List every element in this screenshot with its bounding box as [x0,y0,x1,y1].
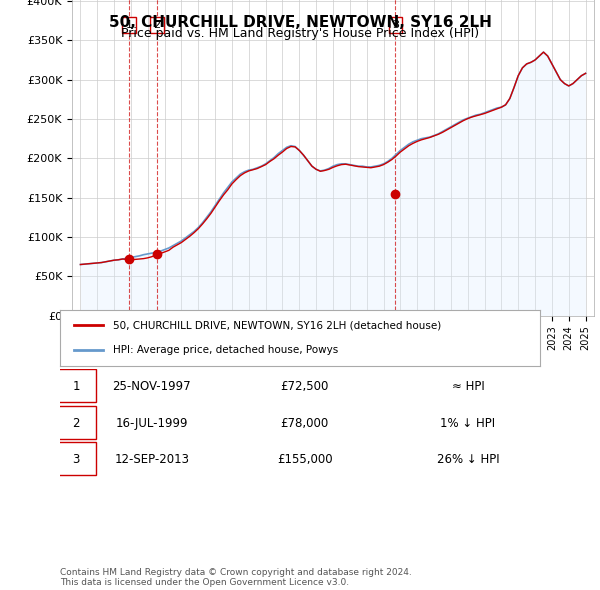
Text: £72,500: £72,500 [281,381,329,394]
FancyBboxPatch shape [58,369,96,402]
FancyBboxPatch shape [58,406,96,438]
Text: £155,000: £155,000 [277,453,332,466]
Text: 12-SEP-2013: 12-SEP-2013 [115,453,190,466]
Text: 50, CHURCHILL DRIVE, NEWTOWN, SY16 2LH (detached house): 50, CHURCHILL DRIVE, NEWTOWN, SY16 2LH (… [113,320,441,330]
Text: 1: 1 [126,20,133,30]
Text: Price paid vs. HM Land Registry's House Price Index (HPI): Price paid vs. HM Land Registry's House … [121,27,479,40]
Text: 26% ↓ HPI: 26% ↓ HPI [437,453,499,466]
Text: 3: 3 [392,20,399,30]
FancyBboxPatch shape [58,442,96,475]
Text: ≈ HPI: ≈ HPI [452,381,484,394]
Text: 3: 3 [73,453,80,466]
Text: 25-NOV-1997: 25-NOV-1997 [112,381,191,394]
Text: HPI: Average price, detached house, Powys: HPI: Average price, detached house, Powy… [113,345,338,355]
Text: Contains HM Land Registry data © Crown copyright and database right 2024.
This d: Contains HM Land Registry data © Crown c… [60,568,412,587]
Text: 2: 2 [73,417,80,430]
Text: 1: 1 [73,381,80,394]
Text: 2: 2 [154,20,160,30]
Text: £78,000: £78,000 [281,417,329,430]
Text: 1% ↓ HPI: 1% ↓ HPI [440,417,496,430]
Text: 50, CHURCHILL DRIVE, NEWTOWN, SY16 2LH: 50, CHURCHILL DRIVE, NEWTOWN, SY16 2LH [109,15,491,30]
Text: 16-JUL-1999: 16-JUL-1999 [116,417,188,430]
